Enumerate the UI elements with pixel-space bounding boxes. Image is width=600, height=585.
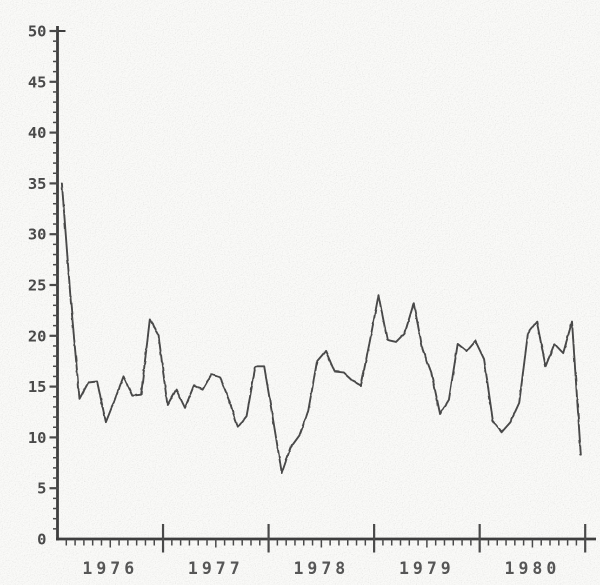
plot-area: 0 5 10 15 20 25 30 35 40 45 50 1976 1977 1978 1979 1980 [28, 23, 596, 578]
data-line [60, 182, 582, 474]
y-tick-label: 10 [28, 429, 47, 447]
y-tick-label: 5 [37, 480, 46, 498]
y-tick-label: 45 [28, 73, 47, 91]
x-year-label: 1977 [188, 559, 244, 578]
y-tick-label: 40 [28, 124, 47, 142]
y-tick-label: 30 [28, 226, 47, 244]
y-tick-label: 0 [37, 531, 46, 549]
x-year-label: 1976 [82, 559, 138, 578]
y-tick-label: 25 [28, 277, 47, 295]
x-year-label: 1979 [399, 559, 455, 578]
y-tick-label: 20 [28, 327, 47, 345]
x-year-label: 1980 [505, 559, 561, 578]
y-tick-label: 50 [28, 23, 47, 41]
y-tick-label: 35 [28, 175, 47, 193]
x-year-label: 1978 [293, 559, 349, 578]
y-tick-label: 15 [28, 378, 47, 396]
